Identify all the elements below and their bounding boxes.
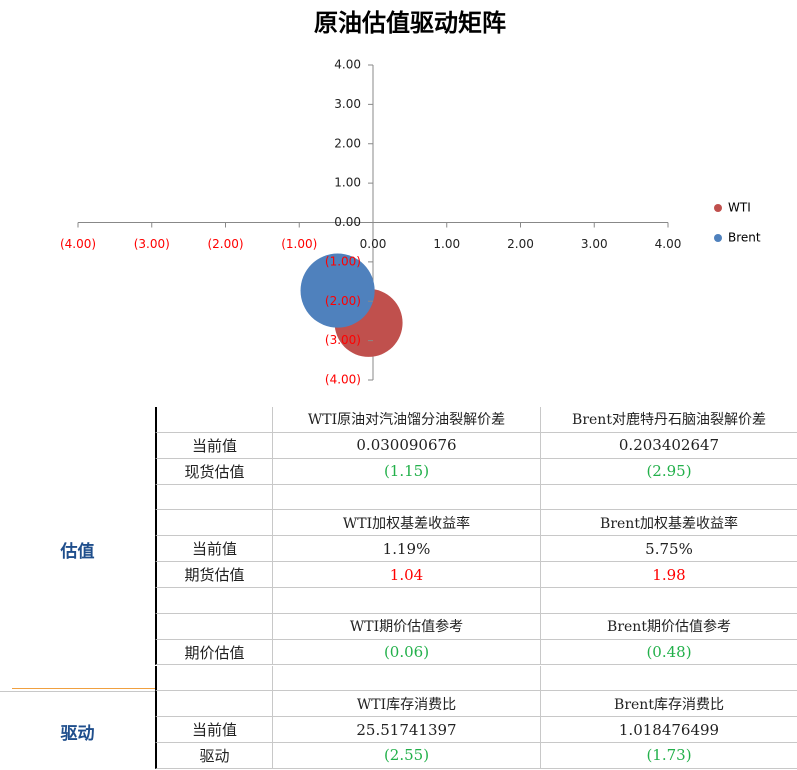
- chart: 原油估值驱动矩阵 (4.00) (3.00) (2.00) (1.00) 0.00 1.0…: [60, 9, 761, 387]
- value-cell: WTI期价估值参考: [272, 613, 540, 640]
- group-label: 估值: [60, 541, 95, 562]
- value-cell: (2.55): [272, 743, 540, 769]
- label-cell: [155, 665, 272, 692]
- x-tick-label: 3.00: [581, 237, 608, 251]
- value-cell: (1.73): [540, 743, 797, 769]
- value-cell: 1.018476499: [540, 717, 797, 744]
- label-cell: 当前值: [155, 432, 272, 459]
- label-cell: [155, 510, 272, 537]
- label-cell: [155, 587, 272, 614]
- y-tick-label: 2.00: [334, 136, 361, 150]
- label-cell: [155, 407, 272, 433]
- legend-marker: [714, 204, 722, 212]
- y-tick-label: 4.00: [334, 58, 361, 72]
- value-cell: Brent加权基差收益率: [540, 510, 797, 537]
- bubble: [300, 253, 375, 328]
- x-tick-label: 4.00: [655, 237, 682, 251]
- group-label: 驱动: [0, 691, 155, 770]
- table: WTI原油对汽油馏分油裂解价差 Brent对鹿特丹石脑油裂解价差 当前值 0.0300…: [0, 407, 797, 769]
- value-cell: 0.203402647: [540, 432, 797, 459]
- value-cell: [272, 665, 540, 692]
- value-cell: [272, 587, 540, 614]
- label-cell: [155, 613, 272, 640]
- y-tick-label: (4.00): [325, 373, 361, 387]
- y-tick-label: (3.00): [325, 333, 361, 347]
- y-tick-label: 1.00: [334, 176, 361, 190]
- value-cell: [540, 484, 797, 511]
- x-tick-label: (2.00): [207, 237, 243, 251]
- value-cell: [540, 587, 797, 614]
- x-tick-label: (1.00): [281, 237, 317, 251]
- legend-label: WTI: [728, 201, 751, 215]
- value-cell: Brent期价估值参考: [540, 613, 797, 640]
- label-cell: 期货估值: [155, 562, 272, 588]
- value-cell: 0.030090676: [272, 432, 540, 459]
- value-cell: 5.75%: [540, 536, 797, 563]
- y-tick-label: (1.00): [325, 254, 361, 268]
- chart-title: 原油估值驱动矩阵: [314, 9, 506, 37]
- y-tick-label: (2.00): [325, 294, 361, 308]
- value-cell: [540, 665, 797, 692]
- label-cell: 当前值: [155, 536, 272, 563]
- x-tick-label: (4.00): [60, 237, 96, 251]
- value-cell: WTI库存消费比: [272, 691, 540, 718]
- x-tick-label: (3.00): [134, 237, 170, 251]
- value-cell: (2.95): [540, 458, 797, 485]
- value-cell: (1.15): [272, 458, 540, 485]
- value-cell: WTI原油对汽油馏分油裂解价差: [272, 407, 540, 433]
- label-cell: 现货估值: [155, 458, 272, 485]
- value-cell: (0.06): [272, 639, 540, 666]
- x-tick-label: 0.00: [360, 237, 387, 251]
- label-cell: 当前值: [155, 717, 272, 744]
- value-cell: Brent对鹿特丹石脑油裂解价差: [540, 407, 797, 433]
- y-tick-label: 3.00: [334, 97, 361, 111]
- value-cell: 1.04: [272, 562, 540, 588]
- value-cell: WTI加权基差收益率: [272, 510, 540, 537]
- y-tick-label: 0.00: [334, 215, 361, 229]
- value-cell: Brent库存消费比: [540, 691, 797, 718]
- label-cell: 驱动: [155, 743, 272, 769]
- x-tick-label: 2.00: [507, 237, 534, 251]
- legend-marker: [714, 234, 722, 242]
- value-cell: 25.51741397: [272, 717, 540, 744]
- value-cell: 1.19%: [272, 536, 540, 563]
- value-cell: 1.98: [540, 562, 797, 588]
- value-cell: [272, 484, 540, 511]
- label-cell: [155, 691, 272, 718]
- label-cell: 期价估值: [155, 639, 272, 666]
- x-tick-label: 1.00: [433, 237, 460, 251]
- label-cell: [155, 484, 272, 511]
- value-cell: (0.48): [540, 639, 797, 666]
- legend-label: Brent: [728, 231, 761, 245]
